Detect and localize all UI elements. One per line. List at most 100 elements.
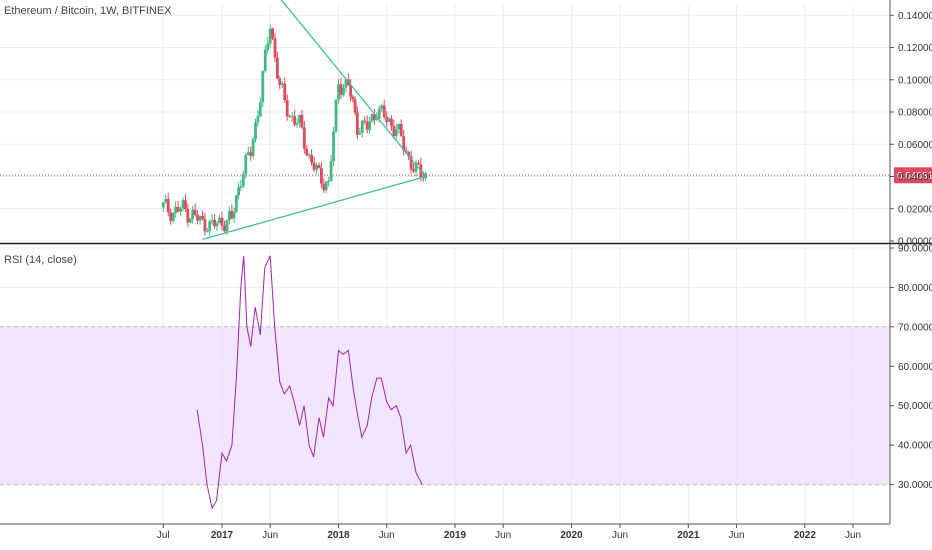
candle-body [228, 211, 231, 221]
candle-body [210, 219, 214, 222]
candle-body [344, 79, 348, 88]
candle-body [302, 127, 306, 149]
rsi-y-tick-label: 60.0000 [898, 362, 932, 373]
candle-body [407, 152, 411, 157]
candle-body [353, 99, 357, 113]
candle-body [271, 28, 274, 39]
rsi-line [196, 255, 423, 510]
candle-body [315, 165, 318, 170]
candle-body [208, 221, 212, 232]
candle-body [285, 100, 289, 117]
candle-body [397, 123, 401, 130]
candle-body [249, 152, 253, 157]
candle-body [382, 105, 386, 117]
candle-body [244, 154, 248, 174]
candle-body [261, 70, 265, 103]
candle-body [161, 202, 165, 208]
candle-body [223, 225, 226, 232]
trendlines [202, 0, 427, 241]
candle-body [317, 165, 321, 169]
trendline-upper [280, 0, 427, 177]
candle-body [337, 84, 340, 100]
candle-body [213, 219, 216, 227]
candle-body [176, 207, 180, 212]
candle-body [258, 102, 262, 117]
x-tick-label: 2022 [794, 530, 817, 541]
candle-body [251, 139, 255, 157]
candle-body [385, 116, 389, 123]
candle-body [329, 161, 333, 182]
candle-body [246, 152, 250, 155]
candle-body [305, 148, 309, 156]
x-tick-label: 2020 [560, 530, 583, 541]
candle-body [275, 57, 279, 79]
candle-body [390, 118, 393, 127]
candle-body [355, 112, 359, 135]
candle-body [310, 154, 314, 163]
candle-body [169, 212, 173, 222]
candle-body [203, 218, 207, 232]
candle-body [334, 99, 338, 132]
candle-body [215, 223, 219, 227]
candle-body [342, 87, 345, 95]
x-tick-label: Jun [379, 530, 395, 541]
candle-body [218, 217, 221, 224]
candle-body [360, 120, 364, 133]
candle-body [307, 154, 311, 156]
candle-body [241, 173, 245, 187]
candle-body [363, 120, 367, 122]
x-tick-label: Jun [612, 530, 628, 541]
candle-body [295, 123, 299, 125]
candle-body [332, 131, 335, 162]
candle-body [370, 114, 374, 122]
candle-body [375, 118, 379, 120]
candle-body [254, 122, 257, 140]
rsi-y-tick-label: 50.0000 [898, 401, 932, 412]
candle-body [239, 186, 243, 188]
candle-body [283, 83, 287, 101]
price-y-tick-label: 0.140000 [898, 11, 932, 22]
candle-body [205, 231, 209, 233]
candle-body [320, 168, 323, 184]
candle-body [188, 218, 192, 223]
rsi-y-ticks: 30.0000 40.0000 50.0000 60.0000 70.0000 80.00… [890, 244, 932, 491]
candle-body [290, 116, 294, 118]
current-price-badge-box [894, 167, 932, 184]
candle-body [179, 208, 182, 212]
candle-body [409, 156, 413, 170]
x-tick-label: Jun [728, 530, 744, 541]
candle-body [387, 118, 391, 123]
candle-body [232, 211, 236, 219]
candle-body [186, 208, 190, 223]
x-tick-label: Jul [157, 530, 170, 541]
x-tick-label: 2019 [444, 530, 467, 541]
rsi-y-tick-label: 40.0000 [898, 441, 932, 452]
candle-body [298, 114, 301, 124]
candle-body [404, 150, 408, 153]
x-tick-label: 2018 [327, 530, 350, 541]
candle-body [280, 83, 284, 85]
candle-body [417, 162, 420, 165]
candle-body [300, 114, 304, 128]
rsi-y-tick-label: 70.0000 [898, 322, 932, 333]
candle-body [312, 162, 316, 170]
candle-body [327, 181, 331, 183]
candle-body [273, 38, 277, 58]
candle-body [358, 132, 362, 135]
x-tick-label: 2021 [677, 530, 700, 541]
candle-body [193, 209, 197, 215]
candle-body [181, 200, 185, 209]
candle-body [234, 195, 238, 212]
candle-body [196, 214, 199, 221]
candle-body [351, 96, 355, 100]
candle-body [266, 43, 270, 50]
candle-body [380, 105, 384, 109]
